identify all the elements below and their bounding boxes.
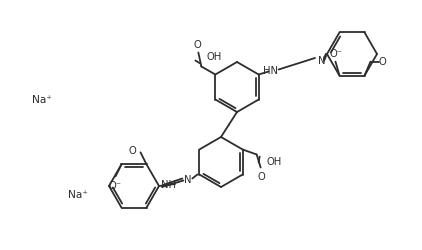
Text: O: O — [193, 39, 201, 49]
Text: O: O — [379, 56, 386, 66]
Text: N: N — [318, 56, 325, 66]
Text: Na⁺: Na⁺ — [32, 94, 52, 104]
Text: O: O — [129, 146, 136, 156]
Text: OH: OH — [267, 157, 282, 167]
Text: NH: NH — [162, 179, 176, 189]
Text: O⁻: O⁻ — [329, 48, 342, 58]
Text: HN: HN — [263, 66, 278, 76]
Text: OH: OH — [206, 52, 222, 62]
Text: Na⁺: Na⁺ — [68, 189, 88, 199]
Text: O⁻: O⁻ — [109, 181, 122, 190]
Text: N: N — [184, 175, 191, 185]
Text: O: O — [258, 172, 265, 182]
